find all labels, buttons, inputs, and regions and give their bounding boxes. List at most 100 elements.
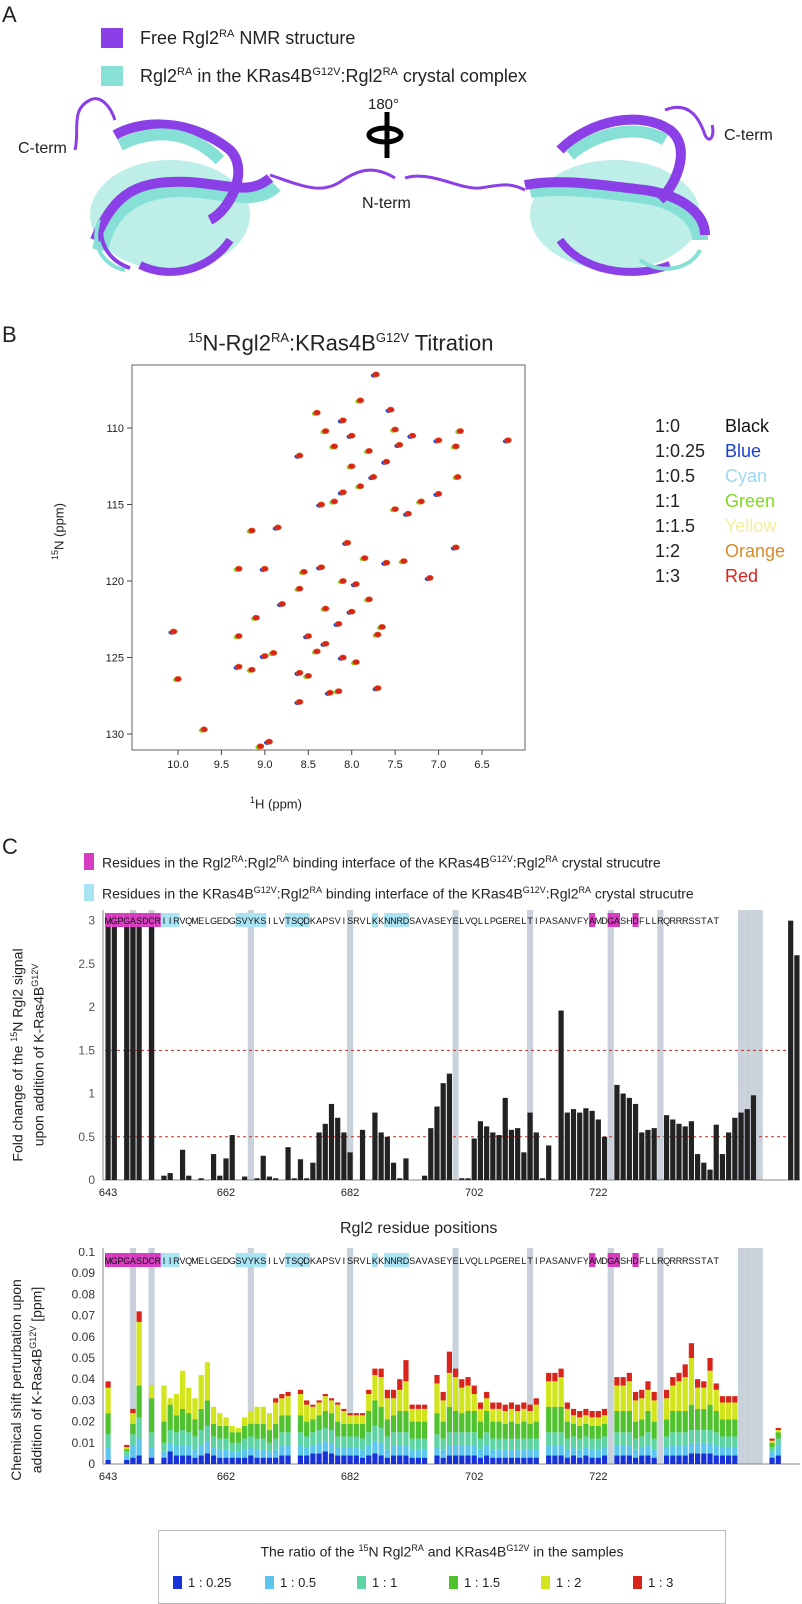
nmr-peak — [417, 498, 425, 505]
csp-bar-segment — [626, 1411, 632, 1433]
csp-bar-segment — [564, 1457, 570, 1464]
csp-bar-segment — [397, 1444, 403, 1456]
sequence-residue: N — [384, 1256, 391, 1266]
nterm-loop-left — [269, 168, 396, 190]
fold-change-bar — [291, 1178, 297, 1180]
fold-change-bar — [496, 1135, 502, 1180]
sequence-residue: Q — [471, 1256, 478, 1266]
csp-bar-segment — [477, 1438, 484, 1450]
csp-bar-segment — [484, 1398, 490, 1411]
csp-bar-segment — [130, 1434, 136, 1445]
csp-bar-segment — [508, 1438, 515, 1450]
sequence-residue: Q — [297, 1256, 304, 1266]
csp-bar-segment — [682, 1444, 688, 1456]
nmr-peak — [382, 458, 391, 465]
fold-change-bar — [527, 1112, 533, 1180]
csp-bar-segment — [732, 1402, 738, 1420]
residue-x-tick: 722 — [589, 1471, 607, 1483]
nmr-peak — [369, 474, 378, 480]
fold-change-bar — [428, 1128, 434, 1180]
ratio-color-name: Blue — [725, 441, 762, 461]
sample-ratio-label: 1 : 0.25 — [188, 1575, 232, 1590]
csp-bar-segment — [372, 1374, 378, 1401]
csp-bar-segment — [595, 1449, 601, 1458]
csp-bar-segment — [775, 1455, 781, 1464]
sequence-residue: I — [343, 916, 346, 926]
csp-bar-segment — [434, 1383, 440, 1414]
csp-bar-segment — [775, 1444, 781, 1456]
csp-bar-segment — [210, 1436, 217, 1448]
csp-bar-segment — [570, 1408, 577, 1416]
csp-bar-segment — [769, 1442, 775, 1448]
csp-bar-segment — [397, 1411, 403, 1433]
sequence-residue: S — [136, 1256, 142, 1266]
sequence-residue: R — [397, 916, 404, 926]
fold-change-bar — [515, 1128, 521, 1180]
sequence-residue: S — [409, 916, 415, 926]
csp-bar-segment — [390, 1444, 397, 1456]
csp-bar-segment — [620, 1455, 626, 1464]
csp-bar-segment — [446, 1455, 452, 1464]
nmr-peak — [434, 490, 443, 497]
fold-change-bar — [161, 1175, 167, 1180]
csp-bar-segment — [713, 1432, 719, 1445]
fold-change-bar — [285, 1147, 291, 1180]
fold-change-bar — [614, 1084, 620, 1180]
csp-bar-segment — [124, 1447, 130, 1450]
csp-bar-segment — [347, 1436, 353, 1448]
sample-ratio-swatch — [265, 1576, 274, 1589]
sequence-residue: S — [688, 1256, 694, 1266]
sequence-residue: C — [148, 916, 155, 926]
csp-bar-segment — [223, 1438, 229, 1450]
csp-bar-segment — [453, 1368, 459, 1378]
csp-bar-segment — [434, 1413, 440, 1435]
csp-bar-segment — [161, 1385, 167, 1422]
csp-bar-segment — [589, 1457, 595, 1464]
csp-bar-segment — [248, 1455, 254, 1464]
fold-change-bar — [726, 1132, 732, 1180]
sequence-residue: G — [111, 916, 118, 926]
sequence-residue: I — [268, 916, 271, 926]
csp-bar-segment — [285, 1396, 291, 1416]
sequence-residue: Y — [583, 1256, 589, 1266]
csp-bar-segment — [546, 1406, 552, 1433]
csp-bar-segment — [707, 1370, 713, 1405]
csp-bar-segment — [148, 1398, 155, 1433]
fold-change-bar — [347, 1152, 353, 1180]
csp-bar-segment — [726, 1447, 732, 1456]
csp-bar-segment — [341, 1447, 347, 1456]
csp-bar-segment — [639, 1398, 645, 1420]
csp-bar-segment — [285, 1444, 291, 1456]
csp-bar-segment — [130, 1423, 136, 1435]
sequence-residue: E — [453, 916, 459, 926]
csp-bar-segment — [173, 1444, 179, 1456]
csp-bar-segment — [601, 1436, 608, 1448]
csp-bar-segment — [639, 1389, 645, 1399]
csp-bar-segment — [732, 1436, 738, 1448]
csp-bar-segment — [316, 1400, 322, 1403]
csp-bar-segment — [676, 1455, 682, 1464]
sequence-residue: L — [273, 916, 278, 926]
nmr-peak — [348, 608, 356, 615]
fold-change-bar — [645, 1129, 651, 1180]
sequence-residue: A — [316, 916, 322, 926]
csp-bar-segment — [266, 1430, 273, 1443]
nmr-peak — [452, 544, 460, 551]
sequence-residue: K — [254, 916, 260, 926]
fold-change-bar — [242, 1176, 248, 1180]
csp-bar-segment — [217, 1413, 223, 1426]
sequence-residue: V — [279, 916, 285, 926]
csp-bar-segment — [502, 1438, 508, 1450]
csp-bar-segment — [471, 1394, 477, 1411]
sequence-residue: L — [478, 1256, 483, 1266]
csp-bar-segment — [707, 1453, 713, 1464]
fold-change-bar — [136, 920, 142, 1180]
excluded-residue-band — [750, 910, 757, 1180]
csp-bar-segment — [366, 1455, 372, 1464]
csp-bar-segment — [726, 1436, 732, 1448]
sequence-residue: R — [682, 916, 689, 926]
csp-bar-segment — [490, 1408, 496, 1422]
sequence-residue: D — [142, 916, 149, 926]
csp-bar-segment — [701, 1408, 707, 1431]
csp-bar-segment — [173, 1432, 179, 1445]
